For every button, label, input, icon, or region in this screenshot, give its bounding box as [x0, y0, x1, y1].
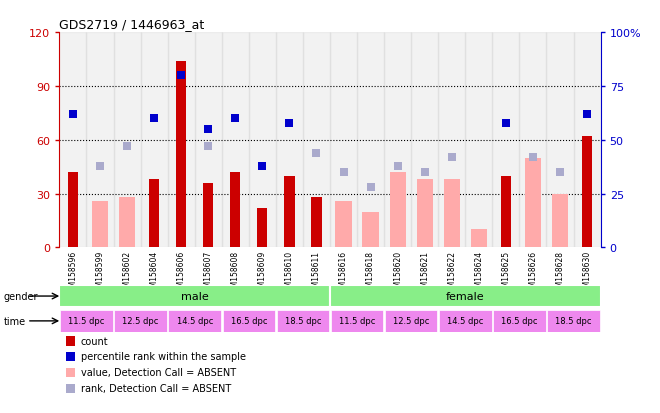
Bar — [574, 33, 601, 248]
Bar — [547, 310, 600, 332]
Bar — [303, 33, 330, 248]
Bar — [86, 33, 114, 248]
Bar — [203, 183, 213, 248]
Bar — [59, 285, 330, 307]
Bar — [114, 33, 141, 248]
Bar — [357, 33, 384, 248]
Bar — [68, 173, 78, 248]
Bar — [119, 198, 135, 248]
Text: 14.5 dpc: 14.5 dpc — [176, 317, 213, 325]
Bar — [546, 33, 574, 248]
Text: 12.5 dpc: 12.5 dpc — [122, 317, 159, 325]
Text: 18.5 dpc: 18.5 dpc — [284, 317, 321, 325]
Bar — [411, 33, 438, 248]
Bar — [552, 194, 568, 248]
Bar — [330, 33, 357, 248]
Text: 14.5 dpc: 14.5 dpc — [447, 317, 484, 325]
Text: percentile rank within the sample: percentile rank within the sample — [81, 351, 246, 361]
Text: time: time — [3, 316, 26, 326]
Bar — [493, 310, 546, 332]
Bar — [114, 310, 167, 332]
Bar — [444, 180, 460, 248]
Bar — [501, 176, 511, 248]
Bar — [195, 33, 222, 248]
Bar — [257, 209, 267, 248]
Bar — [471, 230, 487, 248]
Text: GDS2719 / 1446963_at: GDS2719 / 1446963_at — [59, 17, 205, 31]
Bar — [492, 33, 519, 248]
Bar — [222, 310, 275, 332]
Text: count: count — [81, 336, 108, 346]
Bar — [277, 310, 329, 332]
Text: 12.5 dpc: 12.5 dpc — [393, 317, 430, 325]
Bar — [168, 33, 195, 248]
Bar — [230, 173, 240, 248]
Bar — [465, 33, 492, 248]
Bar — [176, 62, 186, 248]
Text: rank, Detection Call = ABSENT: rank, Detection Call = ABSENT — [81, 383, 231, 393]
Bar — [276, 33, 303, 248]
Text: male: male — [181, 291, 209, 301]
Text: female: female — [446, 291, 484, 301]
Bar — [519, 33, 546, 248]
Bar — [525, 158, 541, 248]
Bar — [59, 33, 86, 248]
Bar — [141, 33, 168, 248]
Bar — [582, 137, 592, 248]
Text: 11.5 dpc: 11.5 dpc — [339, 317, 376, 325]
Text: 18.5 dpc: 18.5 dpc — [555, 317, 592, 325]
Bar — [149, 180, 159, 248]
Bar — [249, 33, 276, 248]
Text: 16.5 dpc: 16.5 dpc — [230, 317, 267, 325]
Bar — [168, 310, 221, 332]
Bar — [439, 310, 492, 332]
Text: gender: gender — [3, 292, 38, 301]
Bar — [60, 310, 113, 332]
Bar — [92, 201, 108, 248]
Text: 16.5 dpc: 16.5 dpc — [501, 317, 538, 325]
Bar — [222, 33, 249, 248]
Bar — [438, 33, 465, 248]
Text: value, Detection Call = ABSENT: value, Detection Call = ABSENT — [81, 367, 236, 377]
Text: 11.5 dpc: 11.5 dpc — [68, 317, 105, 325]
Bar — [384, 33, 411, 248]
Bar — [362, 212, 379, 248]
Bar — [416, 180, 433, 248]
Bar — [330, 285, 601, 307]
Bar — [389, 173, 406, 248]
Bar — [312, 198, 321, 248]
Bar — [331, 310, 383, 332]
Bar — [335, 201, 352, 248]
Bar — [385, 310, 438, 332]
Bar — [284, 176, 294, 248]
